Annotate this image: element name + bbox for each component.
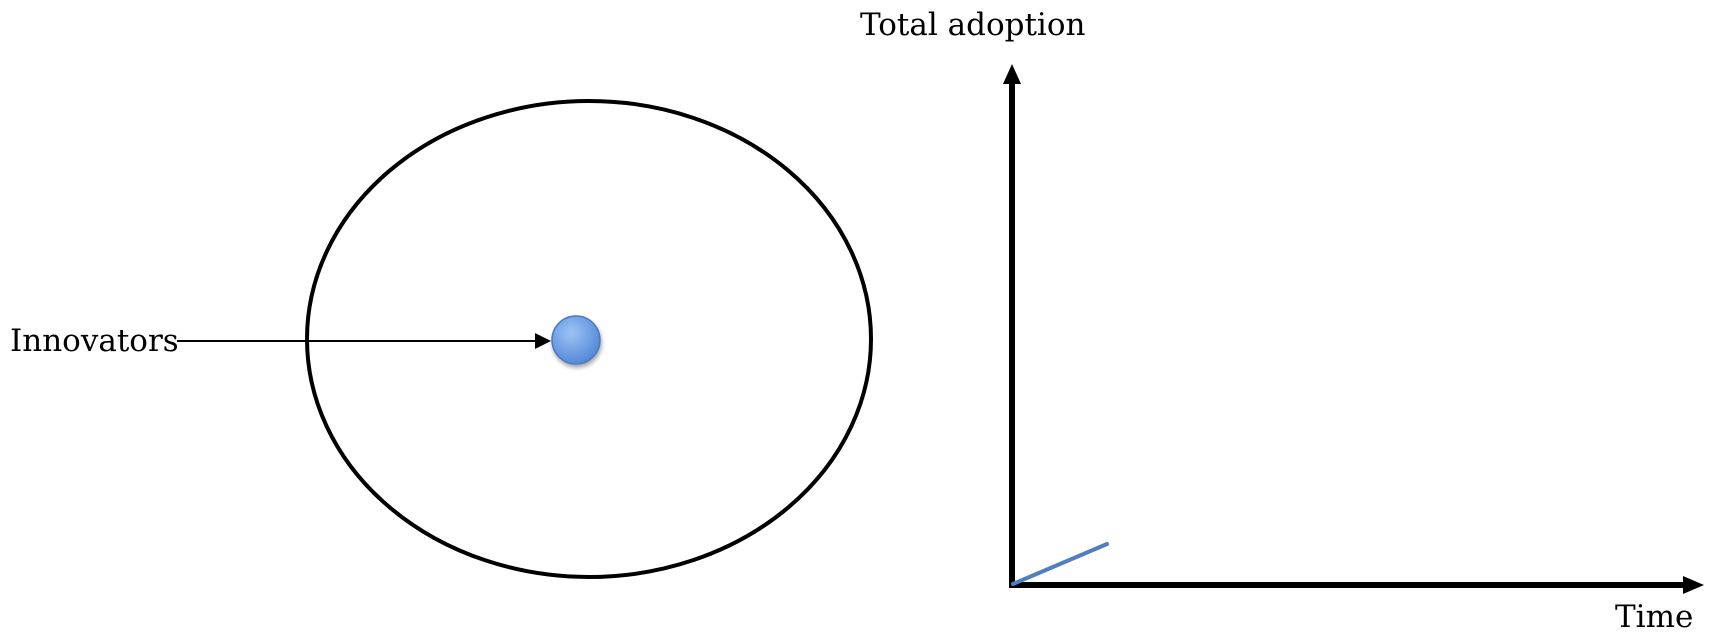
x-axis-arrowhead: [1683, 576, 1704, 594]
population-ellipse: [305, 99, 873, 579]
adoption-curve: [1011, 542, 1109, 586]
x-axis-label: Time: [1615, 599, 1693, 633]
y-axis-label: Total adoption: [860, 7, 1086, 43]
innovators-label: Innovators: [10, 323, 179, 359]
y-axis-arrowhead: [1003, 64, 1021, 84]
innovators-arrow-head: [535, 333, 551, 349]
innovator-dot: [551, 315, 601, 365]
